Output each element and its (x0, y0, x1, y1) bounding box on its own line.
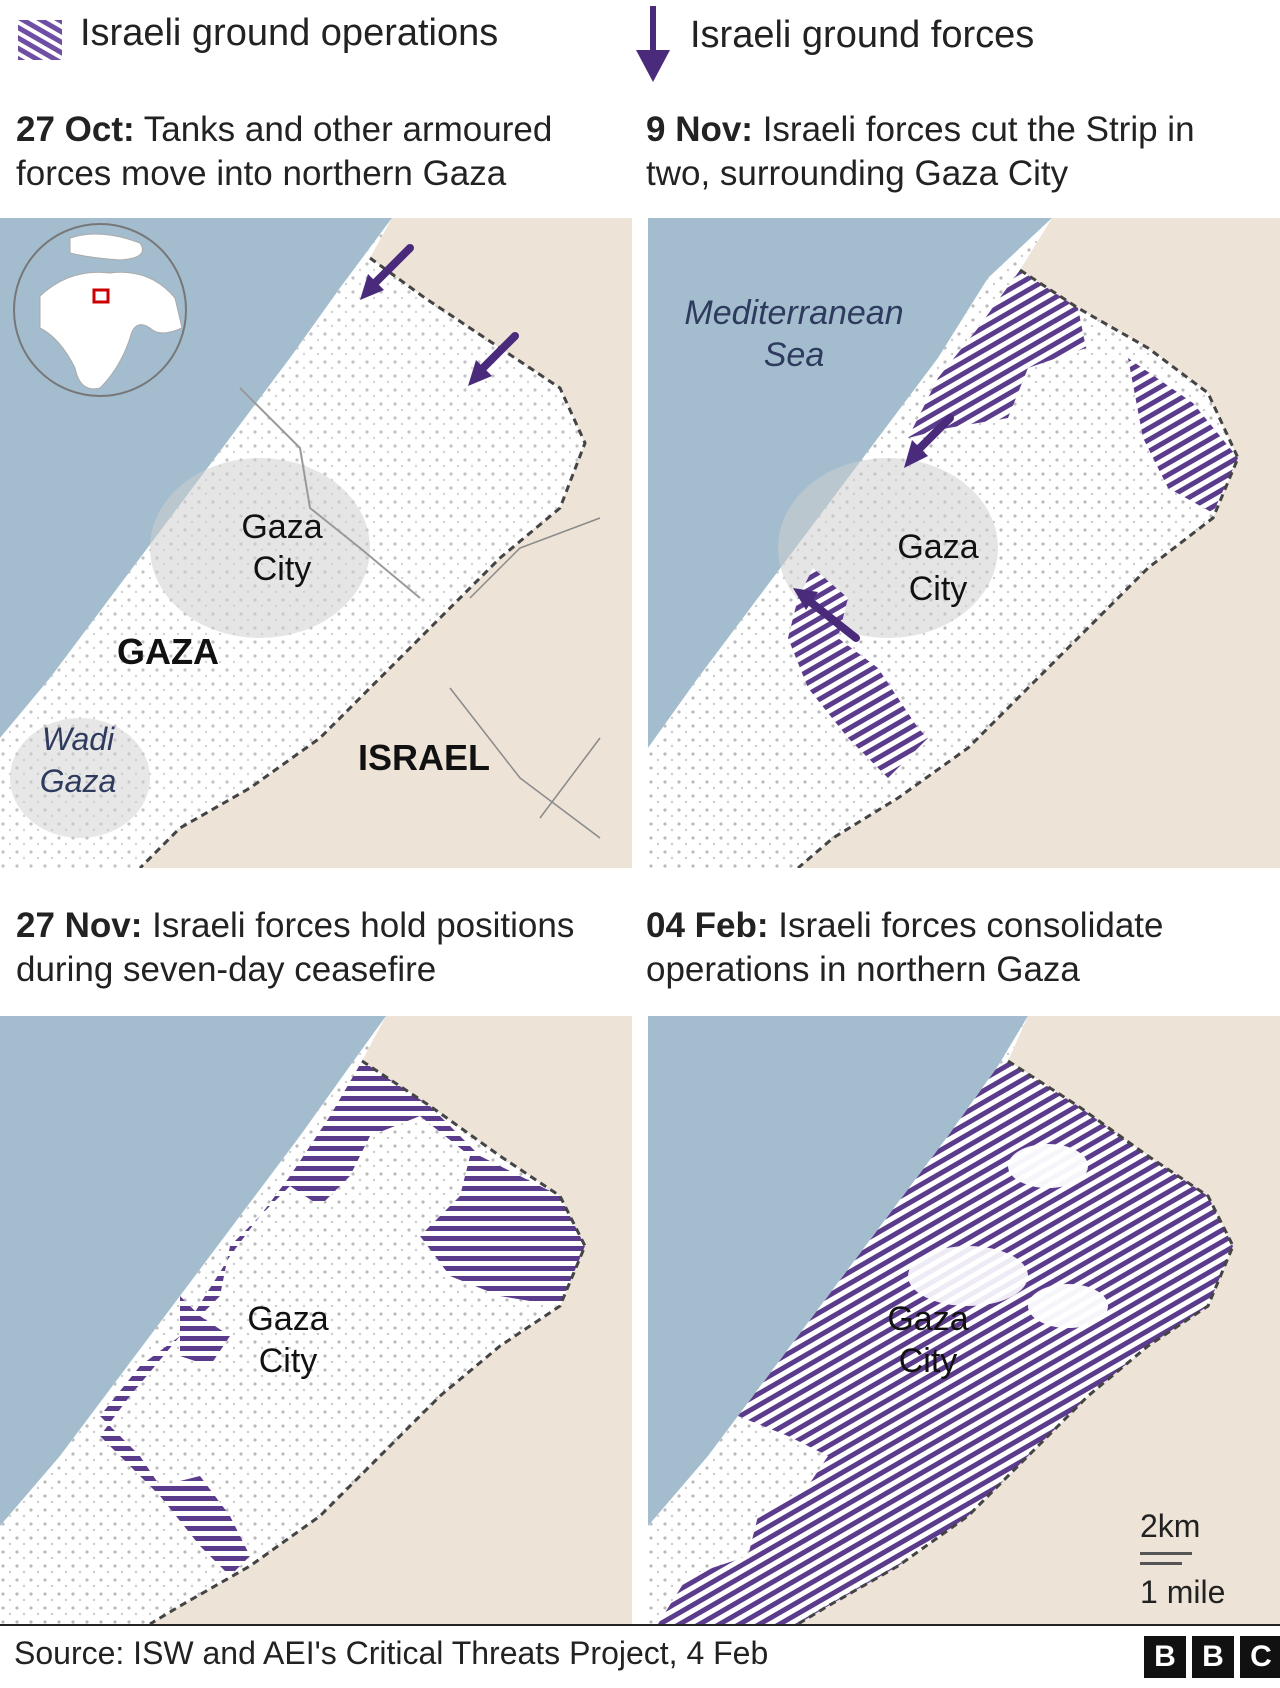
wadi-gaza-label: Wadi (42, 721, 115, 757)
israel-label: ISRAEL (358, 737, 490, 778)
caption-text: Israeli forces cut the Strip in two, sur… (646, 110, 1195, 193)
caption-panel-2: 9 Nov: Israeli forces cut the Strip in t… (646, 108, 1246, 196)
bbc-logo: B B C (1144, 1636, 1280, 1678)
arrow-icon (468, 332, 519, 386)
operations-area (180, 1296, 230, 1366)
arrow-down-icon (636, 6, 670, 82)
gaza-city-label: City (259, 1342, 318, 1380)
scale-mile-label: 1 mile (1140, 1574, 1226, 1610)
bbc-logo-letter: C (1240, 1636, 1280, 1678)
gaza-city-label: City (909, 570, 968, 608)
legend-operations-label: Israeli ground operations (80, 12, 499, 54)
gaza-city-label: City (253, 550, 312, 588)
gaza-city-label: Gaza (241, 508, 322, 546)
bbc-logo-letter: B (1192, 1636, 1234, 1678)
hatch-legend-icon (18, 20, 62, 60)
source-text: Source: ISW and AEI's Critical Threats P… (14, 1635, 769, 1671)
arrow-icon (360, 244, 414, 300)
scale-km-bar (1140, 1552, 1192, 1555)
arrow-icon (793, 588, 860, 642)
legend-forces-label: Israeli ground forces (690, 14, 1035, 56)
caption-text: Israeli forces hold positions during sev… (16, 906, 575, 989)
bbc-logo-letter: B (1144, 1636, 1186, 1678)
sea-label: Sea (764, 336, 825, 374)
operations-area (908, 270, 1086, 438)
operations-area (1128, 358, 1238, 513)
map-panel-04-feb: Gaza City (648, 1016, 1280, 1624)
operations-area (658, 1061, 1233, 1624)
gaza-label: GAZA (117, 631, 219, 672)
caption-date: 9 Nov: (646, 110, 753, 149)
caption-panel-1: 27 Oct: Tanks and other armoured forces … (16, 108, 616, 196)
legend: Israeli ground operations Israeli ground… (0, 0, 1280, 90)
scale-km-label: 2km (1140, 1508, 1201, 1544)
operations-area (788, 568, 928, 778)
arrow-icon (904, 414, 954, 468)
sea (648, 1016, 1028, 1526)
caption-date: 27 Nov: (16, 906, 143, 945)
sea (0, 1016, 386, 1526)
caption-panel-4: 04 Feb: Israeli forces consolidate opera… (646, 904, 1246, 992)
caption-date: 27 Oct: (16, 110, 135, 149)
map-panel-9-nov: Mediterranean Sea Gaza City (648, 218, 1280, 868)
caption-panel-3: 27 Nov: Israeli forces hold positions du… (16, 904, 616, 992)
operations-area (100, 1061, 585, 1576)
caption-text: Israeli forces consolidate operations in… (646, 906, 1164, 989)
footer-divider (0, 1624, 1280, 1626)
caption-text: Tanks and other armoured forces move int… (16, 110, 553, 193)
gaza-city-label: Gaza (897, 528, 978, 566)
scale-mile-bar (1140, 1562, 1182, 1565)
wadi-gaza-label: Gaza (40, 763, 116, 799)
gaza-city-label: Gaza (887, 1300, 968, 1338)
gaza-city-label: Gaza (247, 1300, 328, 1338)
sea-label: Mediterranean (684, 294, 903, 332)
globe-locator (13, 223, 187, 397)
map-panel-27-nov: Gaza City (0, 1016, 632, 1624)
map-panel-27-oct: Gaza City GAZA ISRAEL Wadi Gaza (0, 218, 632, 868)
sea (648, 218, 1052, 748)
scale-bar: 2km 1 mile (1140, 1508, 1250, 1618)
gaza-city-label: City (899, 1342, 958, 1380)
caption-date: 04 Feb: (646, 906, 769, 945)
